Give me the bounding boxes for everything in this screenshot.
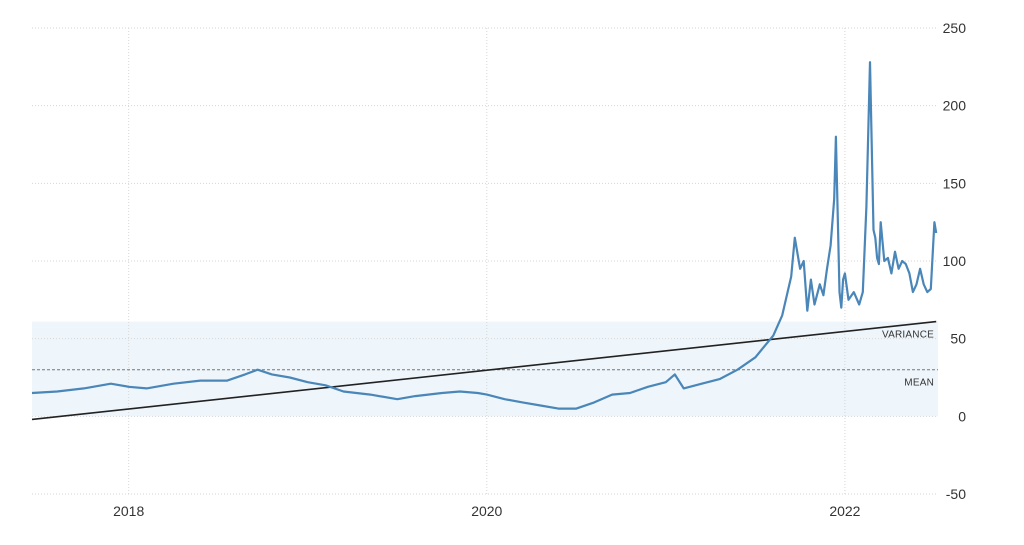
series-layer — [31, 61, 938, 410]
y-tick-label: 0 — [958, 408, 966, 424]
x-tick-label: 2020 — [471, 503, 502, 519]
y-tick-label: 200 — [943, 98, 967, 114]
variance-label: VARIANCE — [882, 330, 934, 341]
x-tick-label: 2022 — [829, 503, 860, 519]
trend-line-layer — [31, 320, 937, 421]
series-line — [31, 61, 938, 410]
grid-layer — [32, 27, 938, 495]
y-axis: -50 0 50 100 150 200 250 — [943, 20, 967, 502]
x-tick-label: 2018 — [113, 503, 144, 519]
x-axis: 2018 2020 2022 — [113, 503, 861, 519]
y-tick-label: 100 — [943, 253, 967, 269]
trend-line — [31, 320, 937, 421]
mean-label: MEAN — [904, 378, 934, 389]
y-tick-label: 250 — [943, 20, 967, 36]
y-tick-label: 50 — [950, 331, 966, 347]
y-tick-label: 150 — [943, 175, 967, 191]
y-tick-label: -50 — [946, 486, 966, 502]
